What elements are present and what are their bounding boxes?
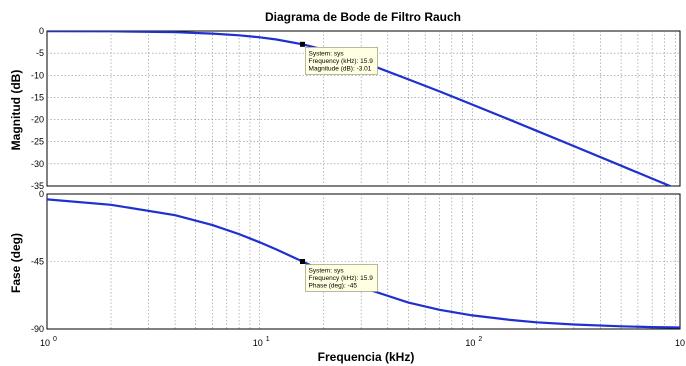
x-tick-exponent: 1 [266, 336, 270, 343]
phase-datatip-box [305, 264, 378, 292]
phase-y-tick-label: -90 [31, 324, 44, 334]
chart-title: Diagrama de Bode de Filtro Rauch [265, 10, 461, 24]
magnitude-y-tick-label: 0 [39, 26, 44, 36]
magnitude-y-tick-label: -30 [31, 159, 44, 169]
magnitude-datatip-line: System: sys [309, 50, 345, 57]
phase-y-tick-label: -45 [31, 257, 44, 267]
magnitude-y-tick-label: -35 [31, 181, 44, 191]
magnitude-datatip-marker [300, 41, 306, 47]
phase-datatip-line: System: sys [309, 268, 345, 275]
magnitude-y-tick-label: -10 [31, 70, 44, 80]
x-tick-label: 10 [253, 338, 263, 348]
x-tick-label: 10 [40, 338, 50, 348]
magnitude-y-tick-label: -25 [31, 137, 44, 147]
x-tick-labels: 10 0 10 1 10 2 10 [40, 336, 685, 348]
phase-datatip-line: Phase (deg): -45 [309, 283, 358, 290]
x-tick-label: 10 [675, 338, 685, 348]
phase-datatip-line: Frequency (kHz): 15.9 [309, 275, 374, 282]
magnitude-datatip-box [305, 46, 378, 75]
magnitude-datatip-line: Frequency (kHz): 15.9 [309, 58, 374, 65]
magnitude-datatip-line: Magnitude (dB): -3.01 [309, 65, 372, 72]
phase-y-tick-label: 0 [39, 189, 44, 199]
phase-y-axis-label: Fase (deg) [9, 233, 23, 293]
x-tick-label: 10 [465, 338, 475, 348]
magnitude-y-axis-label: Magnitud (dB) [9, 70, 23, 151]
x-axis-label: Frequencia (kHz) [318, 350, 415, 364]
magnitude-y-tick-label: -15 [31, 92, 44, 102]
magnitude-plot: 0 -5 -10 -15 -20 -25 -30 -35 System: sysFrequenc… [31, 26, 681, 191]
phase-datatip-marker [300, 259, 306, 264]
magnitude-y-tick-label: -20 [31, 115, 44, 125]
x-tick-exponent: 0 [53, 336, 57, 343]
magnitude-y-tick-label: -5 [36, 48, 44, 58]
x-tick-exponent: 2 [478, 336, 482, 343]
